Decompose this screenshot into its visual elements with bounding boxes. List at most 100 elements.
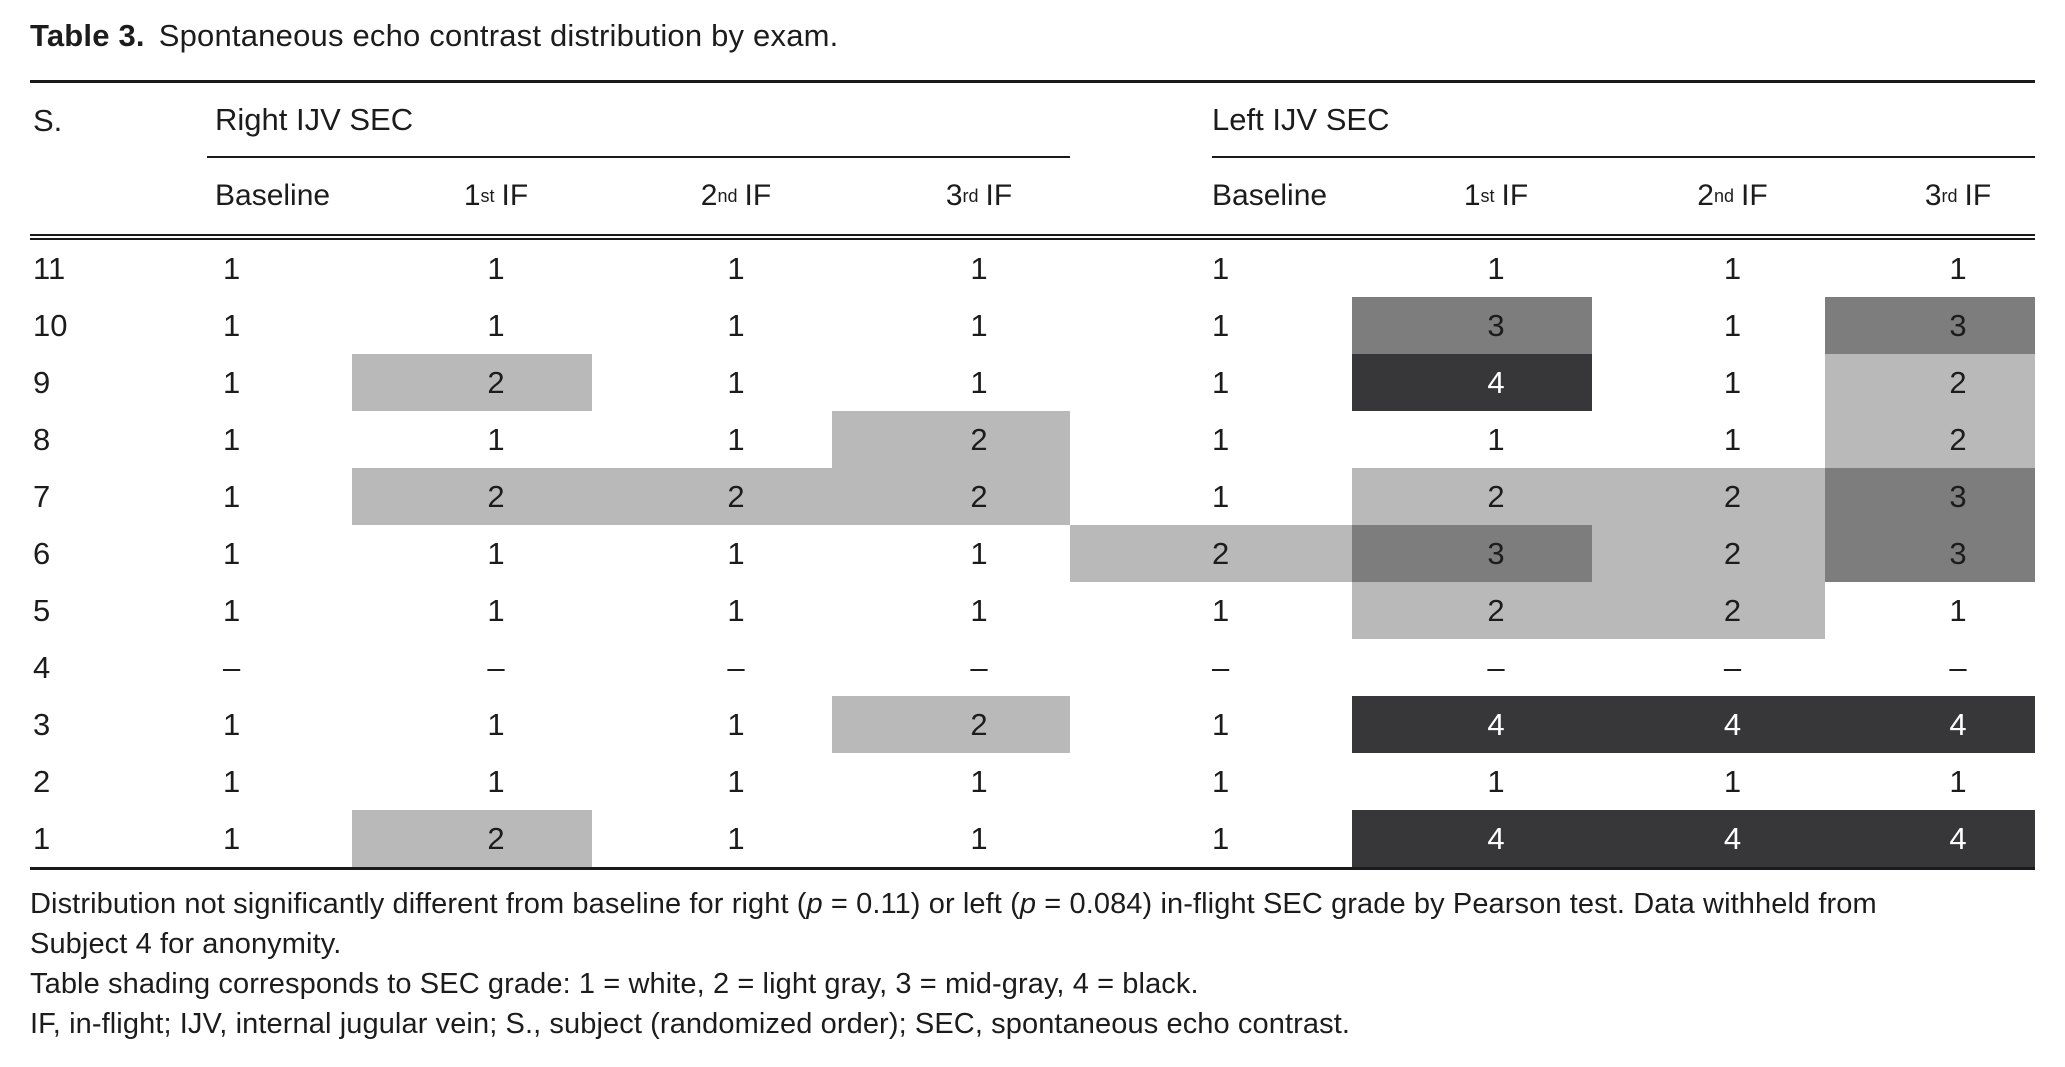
sec-value-cell: – [1723, 649, 1742, 685]
sec-value-cell: 1 [970, 307, 988, 343]
sec-value-cell: 1 [487, 763, 505, 799]
ordinal-number: 1 [463, 179, 481, 212]
sec-value-cell: 4 [1352, 810, 1592, 867]
sec-value-cell: 3 [1825, 468, 2035, 525]
table-row: 6 1 1 1 1 2 3 2 3 [30, 525, 2035, 582]
if-label: IF [1741, 179, 1768, 212]
footnote-abbreviations: IF, in-flight; IJV, internal jugular vei… [30, 1008, 1351, 1040]
sec-value-cell: 1 [1212, 820, 1230, 856]
subject-subheader-spacer [30, 158, 207, 234]
sec-value-cell: 4 [1825, 696, 2035, 753]
footnote-text: Distribution not significantly different… [30, 888, 807, 920]
sec-value-cell: 1 [223, 820, 241, 856]
sec-value-cell: 1 [487, 535, 505, 571]
sec-value-cell: 1 [1212, 421, 1230, 457]
sec-value-cell: 2 [352, 354, 592, 411]
sec-value-cell: 1 [223, 592, 241, 628]
sec-value-cell: 1 [223, 706, 241, 742]
sec-value-cell: 1 [1723, 250, 1742, 286]
sec-value-cell: 1 [1723, 307, 1742, 343]
subject-label: 1 [33, 820, 51, 856]
sec-value-cell: 2 [1592, 468, 1825, 525]
table-title: Table 3. Spontaneous echo contrast distri… [30, 14, 2035, 80]
table-row: 9 1 2 1 1 1 4 1 2 [30, 354, 2035, 411]
table-number: Table 3. [30, 18, 145, 53]
ordinal-number: 3 [945, 179, 963, 212]
sec-value-cell: 1 [1212, 478, 1230, 514]
sec-value-cell: 1 [727, 763, 745, 799]
sec-value-cell: 4 [1592, 810, 1825, 867]
sec-value-cell: 3 [1352, 297, 1592, 354]
sec-value-cell: 1 [1723, 421, 1742, 457]
left-ijv-group-label: Left IJV SEC [1212, 83, 2035, 158]
sec-value-cell: 1 [223, 535, 241, 571]
sec-value-cell: 2 [1592, 582, 1825, 639]
sec-value-cell: 3 [1825, 297, 2035, 354]
sec-value-cell: – [970, 649, 988, 685]
right-ijv-group-label: Right IJV SEC [207, 83, 1070, 158]
sec-value-cell: 1 [727, 307, 745, 343]
if-label: IF [744, 179, 772, 212]
sec-value-cell: 3 [1352, 525, 1592, 582]
footnote-shading-legend: Table shading corresponds to SEC grade: … [30, 968, 1199, 1000]
sec-value-cell: 1 [970, 592, 988, 628]
subject-label: 11 [33, 250, 66, 286]
sec-value-cell: 1 [223, 421, 241, 457]
table-row: 7 1 2 2 2 1 2 2 3 [30, 468, 2035, 525]
group-header-row: S. Right IJV SEC Left IJV SEC [30, 83, 2035, 158]
top-rule [30, 80, 2035, 83]
p-value-symbol: p [1019, 888, 1037, 920]
sec-value-cell: 1 [727, 421, 745, 457]
footnote-significance-line1: Distribution not significantly different… [30, 884, 2035, 924]
sec-value-cell: 1 [1487, 421, 1505, 457]
table-caption: Spontaneous echo contrast distribution b… [158, 18, 839, 53]
header-body-divider [30, 234, 2035, 240]
sec-value-cell: 1 [727, 250, 745, 286]
table-row: 10 1 1 1 1 1 3 1 3 [30, 297, 2035, 354]
subject-label: 7 [33, 478, 51, 514]
sec-value-cell: 1 [223, 763, 241, 799]
subject-label: 3 [33, 706, 51, 742]
sec-value-cell: 1 [727, 364, 745, 400]
sec-value-cell: 1 [1212, 250, 1230, 286]
sec-value-cell: – [1949, 649, 1967, 685]
sec-value-cell: – [1487, 649, 1505, 685]
sec-value-cell: 1 [487, 706, 505, 742]
table-body: 11 1 1 1 1 1 1 1 1 10 1 1 1 1 1 3 1 3 9 … [30, 240, 2035, 867]
sec-value-cell: 1 [1212, 592, 1230, 628]
table-row: 4 – – – – – – – – [30, 639, 2035, 696]
sec-value-cell: 1 [970, 250, 988, 286]
if-label: IF [1501, 179, 1529, 212]
left-ijv-group-header: Left IJV SEC [1070, 83, 2035, 158]
sec-value-cell: 2 [1825, 411, 2035, 468]
footnote-significance-line2: Subject 4 for anonymity. [30, 928, 342, 960]
sec-value-cell: 2 [832, 696, 1070, 753]
table-row: 1 1 2 1 1 1 4 4 4 [30, 810, 2035, 867]
ordinal-number: 2 [1697, 179, 1714, 212]
sec-value-cell: 4 [1352, 696, 1592, 753]
sec-value-cell: 1 [1949, 763, 1967, 799]
sec-value-cell: 4 [1825, 810, 2035, 867]
sec-value-cell: 2 [832, 468, 1070, 525]
sec-value-cell: 1 [1723, 364, 1742, 400]
subject-label: 5 [33, 592, 51, 628]
sec-value-cell: 2 [1592, 525, 1825, 582]
sec-value-cell: 2 [352, 468, 592, 525]
sec-value-cell: 1 [223, 364, 241, 400]
sec-value-cell: 2 [1070, 525, 1352, 582]
sec-value-cell: 1 [1487, 763, 1505, 799]
sec-value-cell: 1 [1723, 763, 1742, 799]
subject-label: 4 [33, 649, 51, 685]
sec-value-cell: 1 [1212, 706, 1230, 742]
sec-value-cell: 2 [1825, 354, 2035, 411]
sec-value-cell: 1 [487, 307, 505, 343]
sec-value-cell: 1 [487, 421, 505, 457]
sec-value-cell: 1 [223, 307, 241, 343]
